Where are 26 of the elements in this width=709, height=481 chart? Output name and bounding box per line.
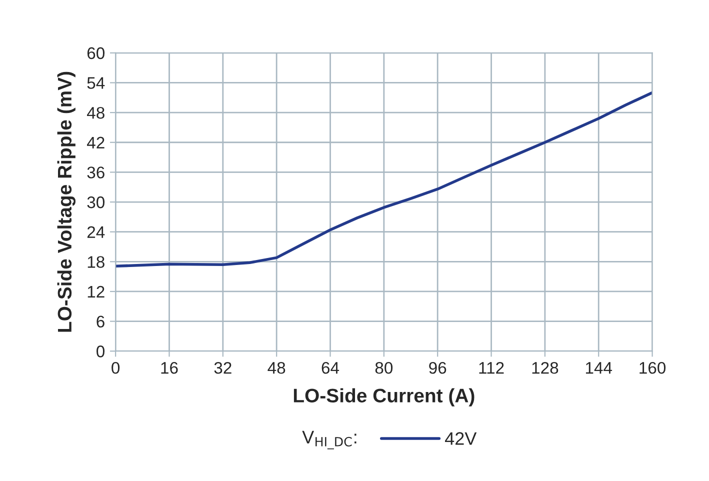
x-tick-label: 128 xyxy=(532,362,558,374)
x-tick-label: 16 xyxy=(161,362,178,374)
x-tick-label: 160 xyxy=(640,362,666,374)
y-tick-label: 0 xyxy=(96,346,104,358)
x-tick-label: 64 xyxy=(322,362,340,374)
x-tick-label: 48 xyxy=(268,362,286,374)
y-tick-label: 12 xyxy=(88,286,104,298)
y-axis-title: LO-Side Voltage Ripple (mV) xyxy=(57,72,76,332)
y-tick-label: 6 xyxy=(96,316,104,328)
x-tick-label: 96 xyxy=(429,362,446,374)
y-tick-label: 36 xyxy=(87,166,104,178)
y-tick-label: 42 xyxy=(86,136,104,148)
y-tick-label: 30 xyxy=(87,196,104,208)
y-tick-label: 60 xyxy=(87,47,104,60)
legend-title: V$_{HI_DC}$: xyxy=(302,430,356,450)
x-axis-title: LO-Side Current (A) xyxy=(294,388,474,406)
x-tick-label: 32 xyxy=(214,362,232,374)
y-tick-label: 48 xyxy=(86,106,104,119)
x-tick-label: 112 xyxy=(479,362,504,374)
x-tick-label: 80 xyxy=(375,362,393,374)
y-tick-label: 54 xyxy=(87,77,105,89)
y-tick-label: 18 xyxy=(88,256,104,268)
y-tick-label: 24 xyxy=(87,226,105,238)
legend-label: 42V xyxy=(444,432,477,445)
x-tick-label: 144 xyxy=(586,362,612,374)
x-tick-label: 0 xyxy=(112,362,120,374)
